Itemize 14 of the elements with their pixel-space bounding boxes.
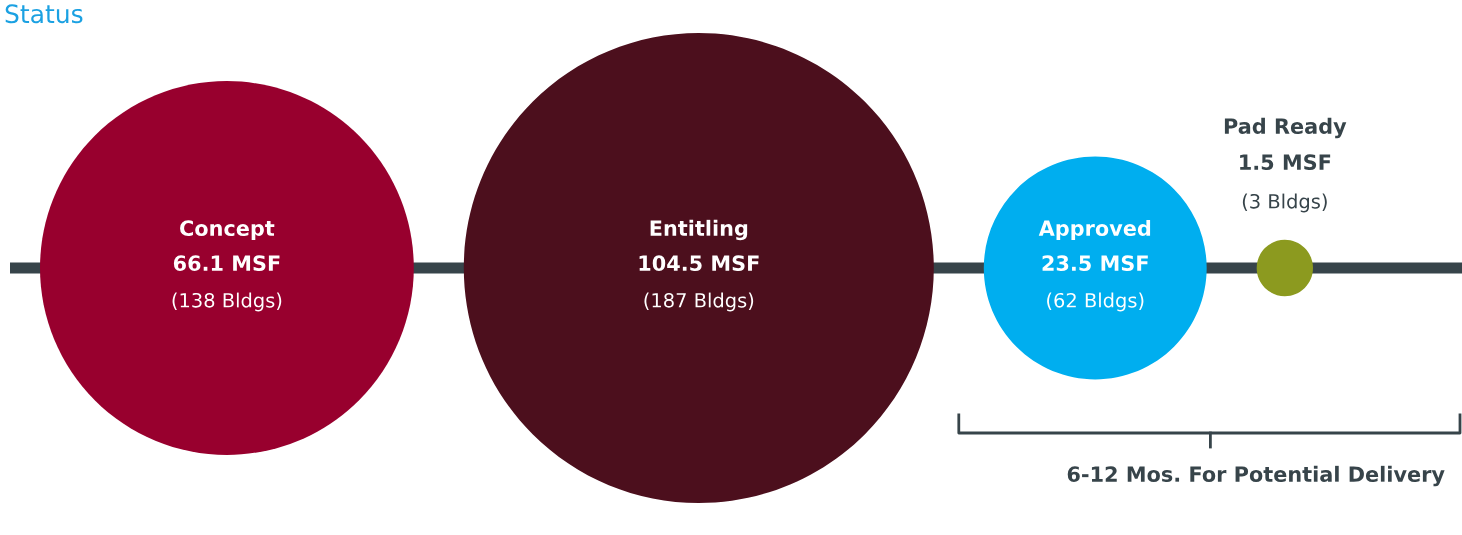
category-label: Entitling (650, 219, 748, 241)
data-label: 1.5 MSF (1240, 154, 1331, 171)
category-label: Pad Ready (1224, 117, 1347, 139)
text: Status (5, 4, 83, 24)
data-label: 23.5 MSF (1042, 255, 1148, 272)
category-label: Concept (180, 220, 275, 241)
category-label: Approved (1038, 219, 1151, 241)
data-label: 66.1 MSF (173, 255, 280, 272)
text: (187 Bldgs) (644, 292, 754, 312)
text: 6-12 Mos. For Potential Delivery (1067, 465, 1445, 487)
text: (3 Bldgs) (1242, 193, 1327, 213)
data-label: 104.5 MSF (639, 255, 759, 272)
text: (138 Bldgs) (172, 292, 282, 312)
text: (62 Bldgs) (1047, 292, 1144, 312)
